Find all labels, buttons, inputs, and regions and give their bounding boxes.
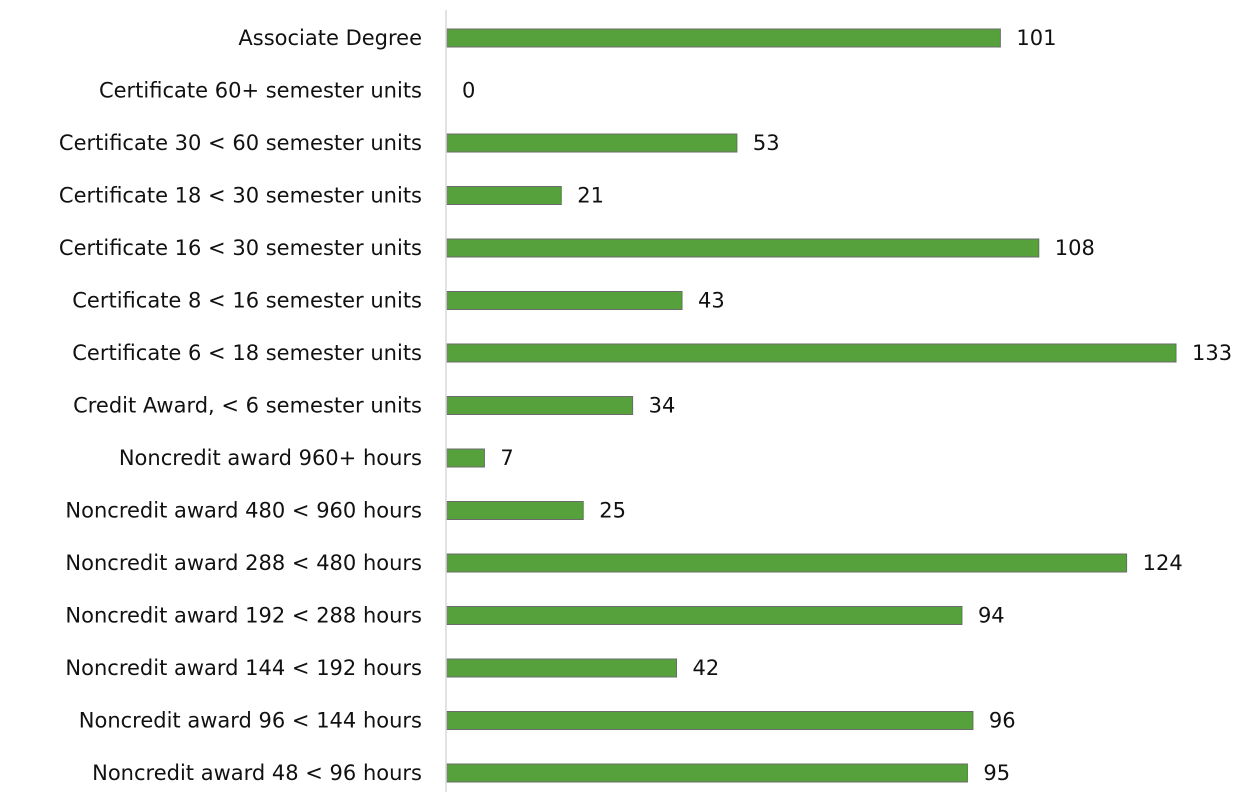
bar: [445, 343, 1177, 363]
bar: [445, 238, 1040, 258]
data-label: 94: [978, 604, 1005, 628]
bar: [445, 763, 968, 783]
data-label: 133: [1192, 341, 1232, 365]
category-label: Noncredit award 480 < 960 hours: [65, 499, 422, 523]
bar: [445, 658, 678, 678]
data-label: 25: [599, 499, 626, 523]
data-label: 42: [693, 656, 720, 680]
category-label: Noncredit award 288 < 480 hours: [65, 551, 422, 575]
data-label: 34: [649, 394, 676, 418]
category-label: Noncredit award 192 < 288 hours: [65, 604, 422, 628]
category-label: Noncredit award 96 < 144 hours: [79, 709, 422, 733]
data-label: 124: [1143, 551, 1183, 575]
data-label: 101: [1016, 26, 1056, 50]
category-label: Associate Degree: [238, 26, 422, 50]
category-label: Noncredit award 144 < 192 hours: [65, 656, 422, 680]
data-label: 0: [462, 79, 475, 103]
bar: [445, 396, 634, 415]
data-label: 21: [577, 184, 604, 208]
data-label: 43: [698, 289, 725, 313]
data-label: 53: [753, 131, 780, 155]
bar: [445, 28, 1001, 48]
bar: [445, 606, 963, 625]
category-label: Noncredit award 48 < 96 hours: [92, 761, 422, 785]
category-label: Certificate 60+ semester units: [99, 79, 422, 103]
category-label: Certificate 8 < 16 semester units: [72, 289, 422, 313]
category-label: Credit Award, < 6 semester units: [73, 394, 422, 418]
data-label: 96: [989, 709, 1016, 733]
data-label: 7: [500, 446, 513, 470]
category-label: Certificate 30 < 60 semester units: [59, 131, 422, 155]
category-labels-layer: Associate Degree Certificate 60+ semester…: [59, 26, 422, 785]
bar: [445, 291, 683, 310]
category-label: Certificate 16 < 30 semester units: [59, 236, 422, 260]
bar: [445, 553, 1128, 573]
bar: [445, 133, 738, 153]
category-label: Certificate 18 < 30 semester units: [59, 184, 422, 208]
category-label: Certificate 6 < 18 semester units: [72, 341, 422, 365]
bar: [445, 186, 562, 205]
bar: [445, 711, 974, 730]
bars-layer: [445, 28, 1177, 783]
bar: [445, 501, 584, 520]
data-labels-layer: 101 0 53 21 108 43 133 34 7 25 124 94 42 96 95: [462, 26, 1232, 785]
category-label: Noncredit award 960+ hours: [119, 446, 422, 470]
data-label: 95: [983, 761, 1010, 785]
data-label: 108: [1055, 236, 1095, 260]
bar: [445, 448, 485, 468]
